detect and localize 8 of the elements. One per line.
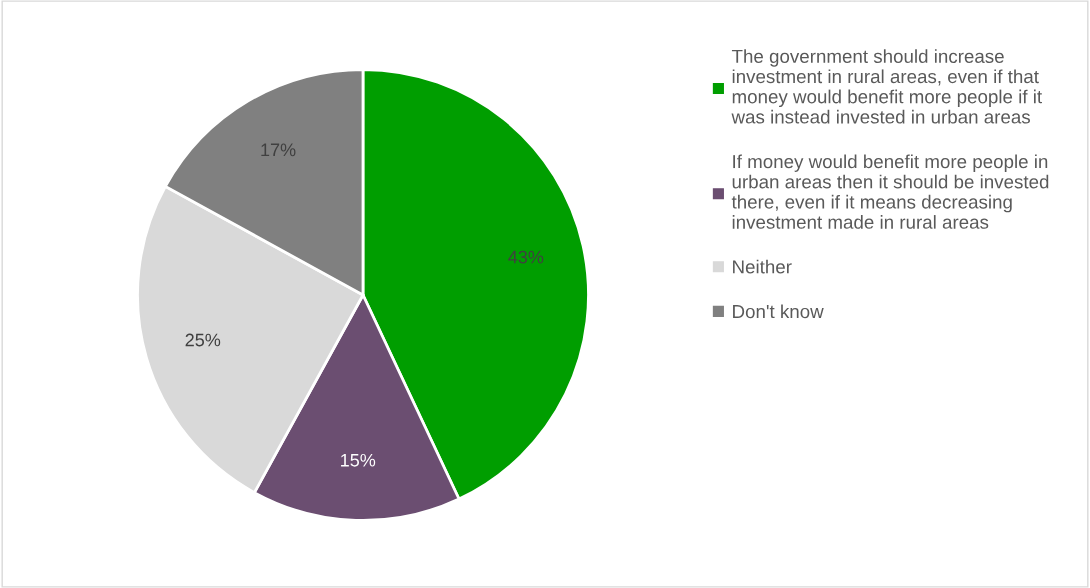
data-label: 17% — [261, 143, 296, 157]
legend-label: Neither — [733, 259, 792, 274]
legend-label: If money would benefit more people in urban areas then it should be invested there, even if it means decreasing investment made in rural areas — [731, 154, 1049, 229]
legend-label: The government should increase investment in rural areas, even if that money would benefit more people if it was instead invested in urban areas — [731, 49, 1042, 124]
data-label: 25% — [185, 333, 221, 347]
data-label: 43% — [508, 250, 544, 264]
legend-label: Don't know — [733, 304, 824, 319]
data-label: 15% — [341, 453, 376, 467]
